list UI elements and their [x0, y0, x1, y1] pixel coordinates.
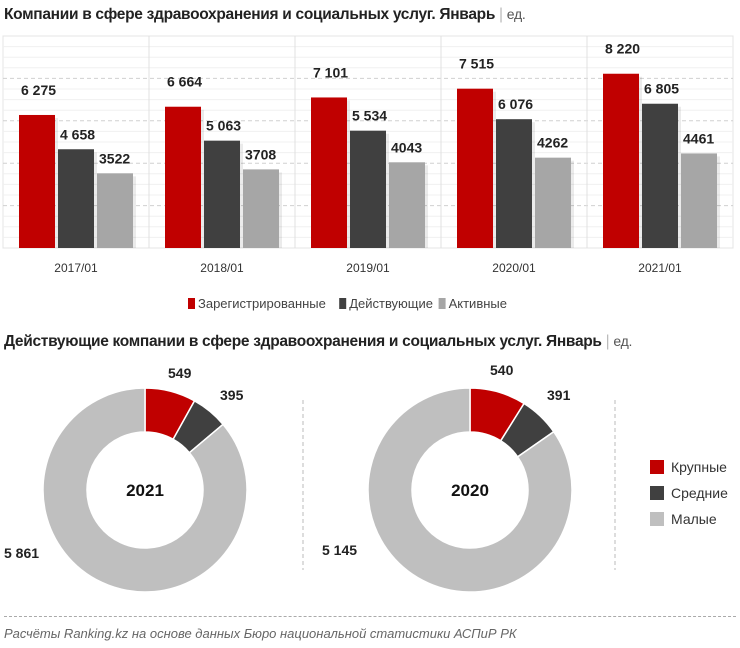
- x-tick-label: 2017/01: [54, 261, 98, 275]
- bar-title-text: Компании в сфере здравоохранения и социа…: [4, 6, 496, 23]
- legend-swatch: [188, 298, 195, 309]
- bar-Зарегистрированные: [603, 73, 639, 249]
- bar-data-label: 5 063: [206, 118, 241, 134]
- bar-data-label: 6 664: [167, 74, 202, 90]
- bar-data-label: 4262: [537, 135, 568, 151]
- bar-data-label: 4 658: [60, 126, 95, 142]
- donut-data-label: 5 145: [322, 542, 357, 558]
- bar-Действующие: [642, 103, 678, 248]
- source-note: Расчёты Ranking.kz на основе данных Бюро…: [4, 626, 517, 641]
- legend-label: Действующие: [349, 296, 433, 311]
- donut-center-label: 2020: [451, 481, 489, 500]
- legend-label: Активные: [449, 296, 507, 311]
- legend-label: Малые: [671, 511, 717, 527]
- bar-data-label: 5 534: [352, 108, 387, 124]
- bar-title-unit: ед.: [506, 6, 526, 22]
- bar-Действующие: [58, 149, 94, 248]
- legend-swatch: [650, 512, 664, 526]
- bar-Действующие: [350, 130, 386, 248]
- bar-Активные: [681, 153, 717, 248]
- bar-data-label: 4043: [391, 139, 422, 155]
- bar-Активные: [535, 157, 571, 248]
- legend-label: Крупные: [671, 459, 727, 475]
- legend-swatch: [650, 486, 664, 500]
- legend-swatch: [650, 460, 664, 474]
- bar-Активные: [389, 162, 425, 248]
- x-tick-label: 2021/01: [638, 261, 682, 275]
- bar-chart-title: Компании в сфере здравоохранения и социа…: [4, 6, 526, 23]
- x-tick-label: 2019/01: [346, 261, 390, 275]
- bar-Действующие: [496, 119, 532, 248]
- bar-data-label: 6 805: [644, 81, 679, 97]
- bar-Активные: [243, 169, 279, 248]
- donut-title-text: Действующие компании в сфере здравоохран…: [4, 333, 602, 350]
- legend-label: Средние: [671, 485, 728, 501]
- bar-Активные: [97, 173, 133, 248]
- donut-chart-title: Действующие компании в сфере здравоохран…: [4, 333, 633, 350]
- donut-title-unit: ед.: [613, 333, 633, 349]
- legend-swatch: [438, 298, 446, 309]
- legend-swatch: [339, 298, 347, 309]
- legend-label: Зарегистрированные: [198, 296, 326, 311]
- donut-data-label: 395: [220, 387, 244, 403]
- bar-data-label: 6 275: [21, 82, 56, 98]
- donut-center-label: 2021: [126, 481, 164, 500]
- bar-Зарегистрированные: [311, 97, 347, 248]
- x-tick-label: 2020/01: [492, 261, 536, 275]
- donut-charts: 549 395 5 861 2021 540 391 5 145 2020 Крупные Сре…: [4, 362, 728, 593]
- bar-Зарегистрированные: [457, 88, 493, 248]
- footer-divider: [4, 616, 736, 617]
- bar-Действующие: [204, 140, 240, 248]
- bar-data-label: 3708: [245, 146, 276, 162]
- donut-slice-Малые: [367, 387, 573, 593]
- donut-data-label: 391: [547, 387, 571, 403]
- donut-data-label: 549: [168, 365, 192, 381]
- bar-data-label: 8 220: [605, 41, 640, 57]
- bar-data-label: 3522: [99, 150, 130, 166]
- bar-Зарегистрированные: [165, 106, 201, 248]
- donut-data-label: 5 861: [4, 545, 39, 561]
- donut-slice-Малые: [42, 387, 248, 593]
- x-tick-label: 2018/01: [200, 261, 244, 275]
- bar-data-label: 7 515: [459, 56, 494, 72]
- bar-Зарегистрированные: [19, 114, 55, 248]
- donut-data-label: 540: [490, 362, 514, 378]
- bar-data-label: 4461: [683, 130, 714, 146]
- bar-data-label: 7 101: [313, 64, 348, 80]
- bar-data-label: 6 076: [498, 96, 533, 112]
